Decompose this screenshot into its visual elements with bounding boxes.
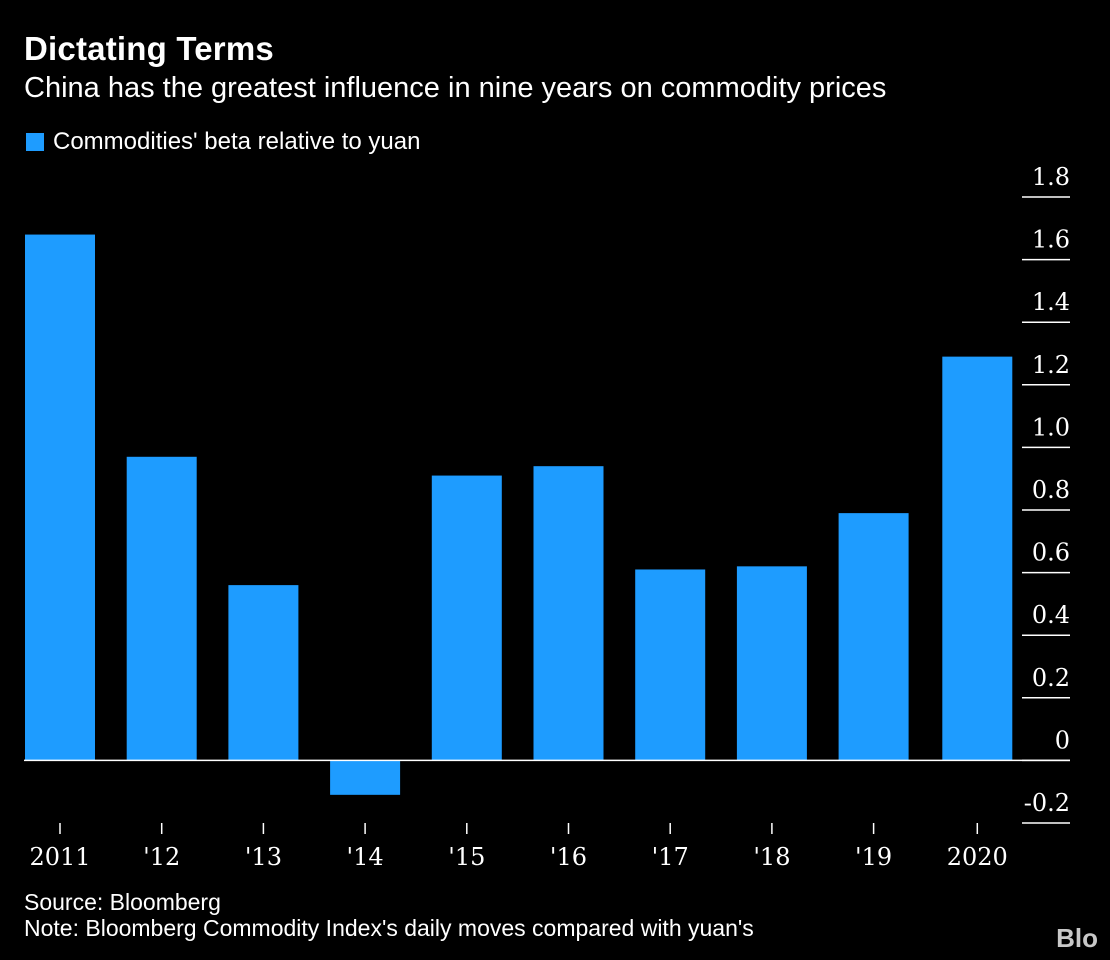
bar-chart: 1.8 1.6 1.4 1.2 1.0 0.8 0.6 0.4 0.2 0 -0.2 2011 '12 '…: [24, 163, 1070, 871]
y-tick-label: 1.0: [1032, 413, 1070, 441]
y-tick-label: 0: [1055, 726, 1070, 754]
legend: Commodities' beta relative to yuan: [26, 128, 420, 156]
x-tick-label: '13: [245, 843, 282, 871]
x-tick-label: '19: [855, 843, 892, 871]
y-tick-label: 1.2: [1032, 351, 1070, 379]
bar: [942, 356, 1013, 761]
chart-title: Dictating Terms: [24, 30, 274, 67]
y-tick-label: 0.8: [1032, 476, 1070, 504]
chart-subtitle: China has the greatest influence in nine…: [24, 72, 887, 104]
x-tick-label: '12: [143, 843, 180, 871]
y-tick-label: 1.8: [1032, 163, 1070, 191]
bar: [126, 456, 197, 761]
x-tick-label: 2020: [947, 843, 1008, 871]
bar: [635, 569, 706, 761]
footnote: Note: Bloomberg Commodity Index's daily …: [24, 915, 754, 941]
y-tick-label: 0.4: [1032, 601, 1070, 629]
bar: [330, 760, 401, 795]
y-tick-label: 0.6: [1032, 539, 1070, 567]
bar: [533, 466, 604, 761]
x-tick-label: '16: [550, 843, 587, 871]
x-tick-label: '15: [448, 843, 485, 871]
bar: [25, 234, 95, 761]
x-tick-label: 2011: [29, 843, 90, 871]
x-tick-label: '14: [347, 843, 384, 871]
bar: [736, 566, 807, 761]
x-tick-label: '18: [753, 843, 790, 871]
y-tick-label: -0.2: [1024, 789, 1070, 817]
source-note: Source: Bloomberg: [24, 889, 221, 915]
bloomberg-watermark: Blo: [1056, 923, 1098, 953]
y-tick-label: 1.4: [1032, 288, 1070, 316]
legend-swatch: [26, 133, 44, 151]
bar: [431, 475, 502, 761]
y-tick-label: 1.6: [1032, 226, 1070, 254]
x-tick-label: '17: [652, 843, 689, 871]
bar: [228, 585, 299, 761]
y-tick-label: 0.2: [1032, 664, 1070, 692]
legend-label: Commodities' beta relative to yuan: [53, 128, 421, 155]
bar: [838, 513, 909, 761]
